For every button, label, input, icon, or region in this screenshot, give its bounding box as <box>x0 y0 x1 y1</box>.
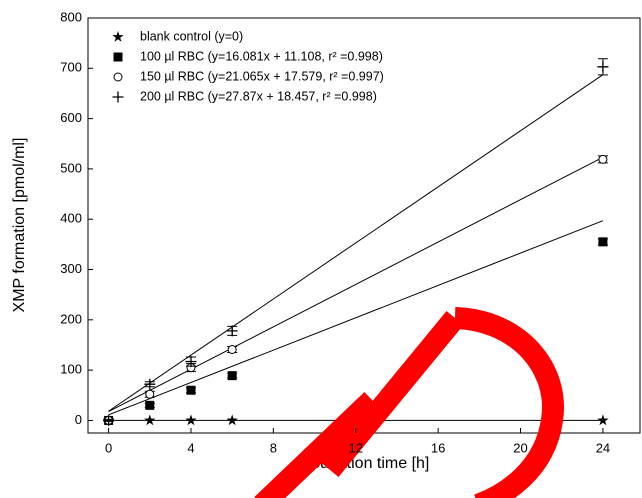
circle-marker <box>228 345 236 353</box>
fit-line <box>109 221 603 415</box>
star-marker <box>112 31 123 42</box>
fit-line <box>109 157 603 411</box>
x-tick-label: 4 <box>187 440 194 455</box>
x-tick-label: 16 <box>431 440 445 455</box>
y-tick-label: 600 <box>60 110 82 125</box>
y-tick-label: 200 <box>60 311 82 326</box>
y-tick-label: 800 <box>60 9 82 24</box>
legend-label: blank control (y=0) <box>140 29 243 43</box>
chart: XMP formation [pmol/ml] Incubation time … <box>0 0 642 498</box>
star-marker <box>144 414 155 425</box>
square-marker <box>114 53 123 62</box>
square-marker <box>228 371 237 380</box>
x-tick-label: 24 <box>596 440 610 455</box>
circle-marker <box>599 155 607 163</box>
circle-marker <box>114 73 122 81</box>
star-marker <box>185 414 196 425</box>
square-marker <box>186 386 195 395</box>
star-marker <box>226 414 237 425</box>
y-tick-label: 700 <box>60 60 82 75</box>
star-marker <box>597 414 608 425</box>
plus-marker <box>597 61 608 72</box>
x-tick-label: 8 <box>270 440 277 455</box>
y-tick-label: 400 <box>60 211 82 226</box>
x-tick-label: 0 <box>105 440 112 455</box>
legend-label: 100 µl RBC (y=16.081x + 11.108, r² =0.99… <box>140 49 383 63</box>
x-tick-label: 20 <box>513 440 527 455</box>
plus-marker <box>227 325 238 336</box>
x-tick-label: 12 <box>349 440 363 455</box>
legend-label: 200 µl RBC (y=27.87x + 18.457, r² =0.998… <box>140 89 377 103</box>
y-tick-label: 100 <box>60 362 82 377</box>
plus-marker <box>113 92 124 103</box>
legend-label: 150 µl RBC (y=21.065x + 17.579, r² =0.99… <box>140 69 384 83</box>
circle-marker <box>146 390 154 398</box>
square-marker <box>145 401 154 410</box>
legend: blank control (y=0) 100 µl RBC (y=16.081x… <box>112 29 384 103</box>
red-curve <box>455 318 553 498</box>
y-tick-label: 500 <box>60 160 82 175</box>
y-tick-label: 300 <box>60 261 82 276</box>
y-tick-label: 0 <box>75 412 82 427</box>
y-axis-title: XMP formation [pmol/ml] <box>11 138 28 313</box>
square-marker <box>598 237 607 246</box>
